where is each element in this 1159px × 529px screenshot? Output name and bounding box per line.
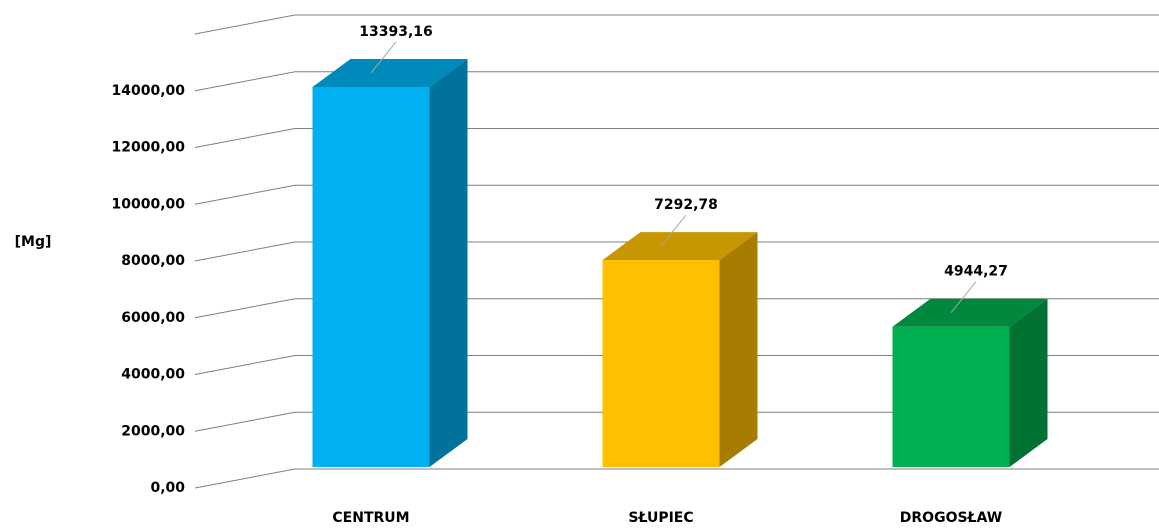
leader-line: [660, 214, 687, 247]
y-tick-label: 12000,00: [111, 140, 185, 156]
y-tick-label: 2000,00: [121, 423, 185, 439]
y-axis-title: [Mg]: [15, 234, 52, 250]
bar-side: [429, 58, 468, 467]
bar: [602, 260, 720, 467]
grid-line: [194, 468, 1159, 489]
data-label: 13393,16: [359, 24, 433, 40]
y-tick-label: 0,00: [150, 480, 185, 496]
y-tick-label: 4000,00: [121, 367, 185, 383]
grid-line: [194, 71, 1159, 92]
grid-line: [194, 184, 1159, 205]
grid-line: [194, 411, 1159, 432]
bar-top: [892, 298, 1048, 327]
bar-side: [1009, 298, 1048, 467]
grid-line: [194, 14, 1159, 35]
bar: [312, 86, 430, 467]
y-tick-label: 14000,00: [111, 83, 185, 99]
grid-line: [194, 355, 1159, 375]
leader-line: [370, 41, 397, 74]
data-label: 7292,78: [654, 197, 718, 213]
bar: [892, 326, 1010, 467]
x-tick-label: SŁUPIEC: [628, 510, 693, 526]
bar-top: [312, 58, 468, 87]
leader-line: [950, 281, 977, 314]
y-tick-label: 6000,00: [121, 310, 185, 326]
grid-line: [194, 128, 1159, 148]
x-tick-label: CENTRUM: [332, 510, 409, 526]
y-tick-label: 8000,00: [121, 253, 185, 269]
x-tick-label: DROGOSŁAW: [900, 510, 1002, 526]
y-tick-label: 10000,00: [111, 196, 185, 212]
grid-line: [194, 298, 1159, 319]
grid-line: [194, 241, 1159, 262]
bar-top: [602, 232, 758, 261]
bar-side: [719, 232, 758, 467]
data-label: 4944,27: [944, 264, 1008, 280]
